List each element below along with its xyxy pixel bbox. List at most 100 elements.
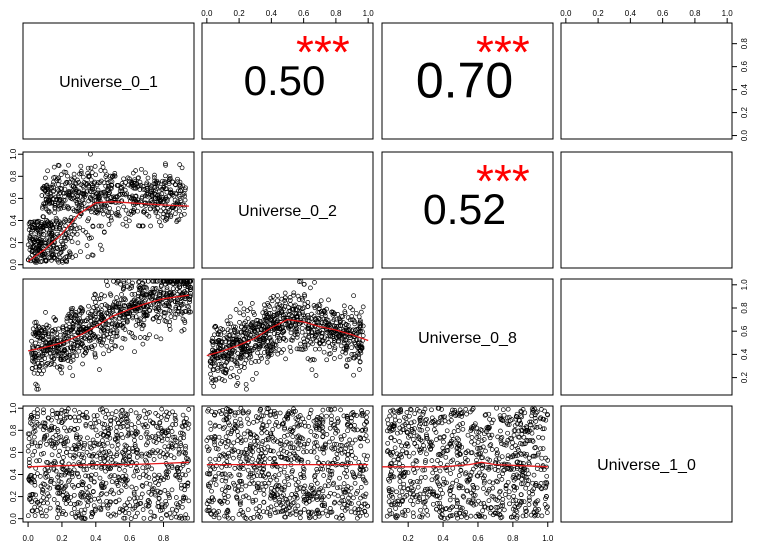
data-point <box>26 221 32 227</box>
data-point <box>167 327 173 332</box>
data-point <box>162 278 168 284</box>
data-point <box>151 316 156 321</box>
data-point <box>179 165 185 171</box>
data-point <box>35 334 41 339</box>
data-point <box>49 358 55 364</box>
data-point <box>92 204 98 210</box>
data-point <box>44 218 49 223</box>
data-point <box>99 490 105 496</box>
data-point <box>248 360 254 366</box>
data-point <box>274 477 280 483</box>
data-point <box>275 298 280 304</box>
data-point <box>40 337 46 342</box>
data-point <box>238 459 244 465</box>
data-point <box>99 223 104 229</box>
data-point <box>240 494 246 500</box>
data-point <box>318 298 324 304</box>
data-point <box>152 278 158 284</box>
data-point <box>44 322 50 328</box>
data-point <box>228 321 234 327</box>
data-point <box>250 456 255 462</box>
panel-frame-3-0 <box>22 405 195 523</box>
data-point <box>113 343 119 349</box>
data-point <box>179 328 185 334</box>
data-point <box>109 411 115 417</box>
data-point <box>293 477 298 482</box>
data-point <box>128 408 134 413</box>
data-point <box>92 164 98 169</box>
data-point <box>111 278 116 284</box>
data-point <box>281 469 287 475</box>
data-point <box>85 218 91 224</box>
data-point <box>91 305 97 310</box>
data-point <box>166 433 172 438</box>
data-point <box>98 456 104 461</box>
data-point <box>120 435 126 441</box>
data-point <box>103 322 109 328</box>
data-point <box>34 245 40 251</box>
data-point <box>34 458 39 464</box>
data-point <box>114 424 120 430</box>
panels-layer: Universe_0_1Universe_0_2Universe_0_8Univ… <box>22 22 733 523</box>
data-point <box>104 208 110 214</box>
data-point <box>93 334 98 340</box>
data-point <box>123 180 128 185</box>
data-point <box>76 318 82 324</box>
data-point <box>127 503 133 509</box>
data-point <box>111 330 116 336</box>
data-point <box>155 301 161 307</box>
data-point <box>51 254 57 260</box>
data-point <box>144 335 150 341</box>
data-point <box>119 181 125 186</box>
data-point <box>299 329 305 335</box>
data-point <box>37 368 42 374</box>
data-point <box>39 222 45 228</box>
data-point <box>179 309 184 315</box>
data-point <box>449 433 455 438</box>
data-point <box>167 173 173 179</box>
data-point <box>47 505 53 511</box>
data-point <box>88 165 94 171</box>
data-point <box>141 515 147 521</box>
data-point <box>487 443 493 449</box>
data-point <box>384 513 390 519</box>
data-point <box>52 329 57 335</box>
data-point <box>117 315 122 321</box>
data-point <box>52 210 57 216</box>
data-point <box>49 185 54 190</box>
data-point <box>129 179 135 185</box>
data-point <box>69 225 75 231</box>
data-point <box>67 365 73 371</box>
data-point <box>61 357 66 363</box>
data-point <box>243 483 249 489</box>
data-point <box>187 299 192 305</box>
data-point <box>49 408 55 414</box>
scatter-panel-3-1 <box>204 406 371 521</box>
data-point <box>36 246 42 251</box>
data-point <box>61 190 67 196</box>
data-point <box>176 183 182 189</box>
data-point <box>353 510 358 516</box>
data-point <box>31 370 37 376</box>
data-point <box>290 434 296 439</box>
data-point <box>140 187 146 192</box>
data-point <box>365 503 371 509</box>
data-point <box>62 203 68 209</box>
data-point <box>58 250 63 255</box>
data-point <box>179 504 185 510</box>
data-point <box>133 168 138 173</box>
data-point <box>271 306 277 312</box>
data-point <box>342 502 348 507</box>
data-point <box>264 410 270 415</box>
data-point <box>332 356 337 361</box>
data-point <box>232 466 238 471</box>
data-point <box>96 192 102 198</box>
data-point <box>120 221 126 227</box>
data-point <box>429 477 435 483</box>
data-point <box>47 229 52 235</box>
data-point <box>39 335 45 341</box>
data-point <box>78 171 84 176</box>
data-point <box>506 489 512 495</box>
data-point <box>158 336 164 342</box>
data-point <box>36 245 41 251</box>
